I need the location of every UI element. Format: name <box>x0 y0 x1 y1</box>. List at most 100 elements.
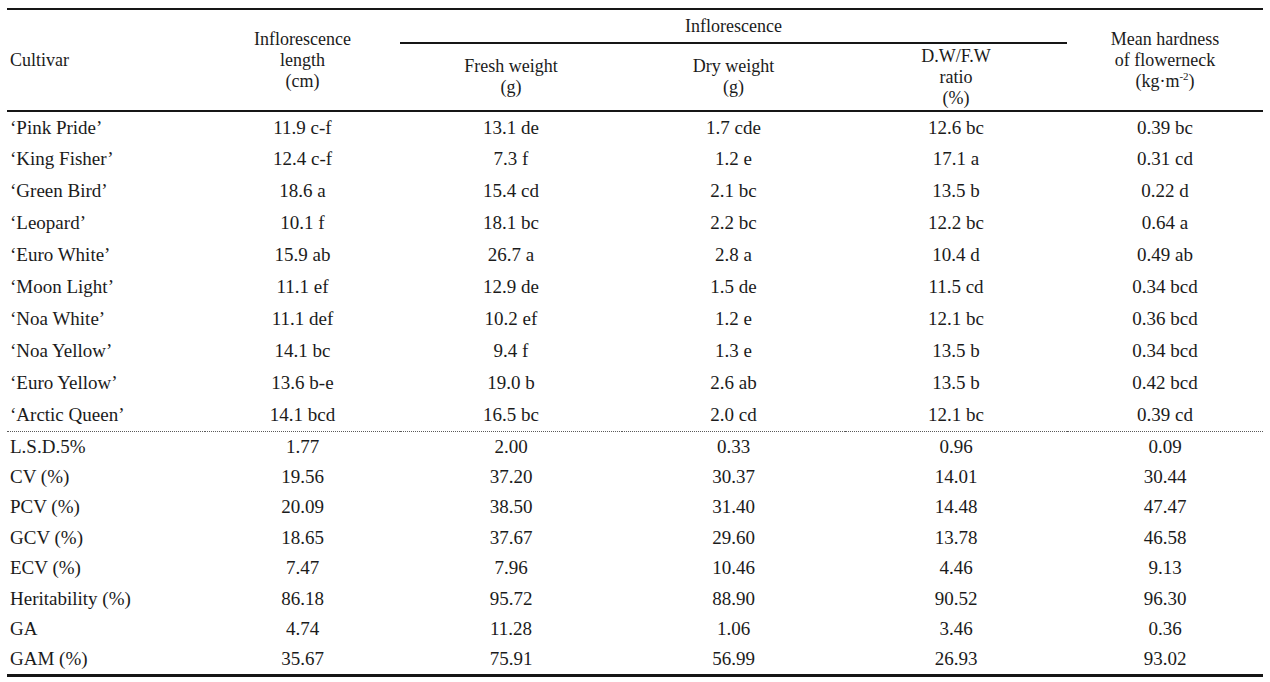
value-cell: 12.9 de <box>400 271 622 303</box>
col-header-fresh-weight: Fresh weight (g) <box>400 43 622 111</box>
table-row: PCV (%)20.0938.5031.4014.4847.47 <box>7 492 1263 523</box>
value-cell: 0.34 bcd <box>1067 271 1263 303</box>
value-cell: 29.60 <box>622 523 845 554</box>
col-group-inflorescence: Inflorescence <box>400 9 1067 43</box>
table-header: Cultivar Inflorescence length (cm) Inflo… <box>7 9 1263 111</box>
value-cell: 0.49 ab <box>1067 239 1263 271</box>
value-cell: 14.1 bc <box>205 335 400 367</box>
value-cell: 13.5 b <box>845 335 1067 367</box>
value-cell: 11.28 <box>400 614 622 645</box>
value-cell: 0.36 <box>1067 614 1263 645</box>
value-cell: 14.48 <box>845 492 1067 523</box>
table-row: GCV (%)18.6537.6729.6013.7846.58 <box>7 523 1263 554</box>
page: Cultivar Inflorescence length (cm) Inflo… <box>0 0 1270 677</box>
value-cell: 95.72 <box>400 584 622 615</box>
value-cell: 3.46 <box>845 614 1067 645</box>
header-line: Inflorescence <box>205 29 400 50</box>
unit-suffix: ) <box>1189 71 1195 91</box>
value-cell: 10.2 ef <box>400 303 622 335</box>
table-row: CV (%)19.5637.2030.3714.0130.44 <box>7 462 1263 493</box>
value-cell: 7.3 f <box>400 143 622 175</box>
value-cell: 7.47 <box>205 553 400 584</box>
value-cell: 26.7 a <box>400 239 622 271</box>
value-cell: 10.4 d <box>845 239 1067 271</box>
value-cell: 11.5 cd <box>845 271 1067 303</box>
value-cell: 31.40 <box>622 492 845 523</box>
value-cell: 19.0 b <box>400 367 622 399</box>
table-row: ‘Arctic Queen’14.1 bcd16.5 bc2.0 cd12.1 … <box>7 399 1263 431</box>
value-cell: 1.7 cde <box>622 111 845 143</box>
value-cell: 18.1 bc <box>400 207 622 239</box>
value-cell: 0.33 <box>622 431 845 462</box>
value-cell: 2.00 <box>400 431 622 462</box>
value-cell: 90.52 <box>845 584 1067 615</box>
value-cell: 0.36 bcd <box>1067 303 1263 335</box>
stat-label-cell: GAM (%) <box>7 645 205 676</box>
cultivar-name-cell: ‘Pink Pride’ <box>7 111 205 143</box>
value-cell: 16.5 bc <box>400 399 622 431</box>
value-cell: 26.93 <box>845 645 1067 676</box>
header-unit: (%) <box>845 88 1067 109</box>
value-cell: 12.4 c-f <box>205 143 400 175</box>
value-cell: 18.6 a <box>205 175 400 207</box>
header-line: Mean hardness <box>1067 29 1263 50</box>
stat-label-cell: GCV (%) <box>7 523 205 554</box>
cultivar-name-cell: ‘Euro Yellow’ <box>7 367 205 399</box>
col-header-cultivar-label: Cultivar <box>10 50 69 70</box>
col-header-inflorescence-length: Inflorescence length (cm) <box>205 9 400 111</box>
header-line: length <box>205 50 400 71</box>
value-cell: 38.50 <box>400 492 622 523</box>
table-row: ‘Euro White’15.9 ab26.7 a2.8 a10.4 d0.49… <box>7 239 1263 271</box>
value-cell: 0.96 <box>845 431 1067 462</box>
stat-label-cell: L.S.D.5% <box>7 431 205 462</box>
statistics-rows-body: L.S.D.5%1.772.000.330.960.09CV (%)19.563… <box>7 431 1263 675</box>
stat-label-cell: ECV (%) <box>7 553 205 584</box>
value-cell: 1.5 de <box>622 271 845 303</box>
value-cell: 7.96 <box>400 553 622 584</box>
value-cell: 0.31 cd <box>1067 143 1263 175</box>
header-line: Fresh weight <box>400 56 622 77</box>
value-cell: 15.9 ab <box>205 239 400 271</box>
value-cell: 0.09 <box>1067 431 1263 462</box>
value-cell: 11.9 c-f <box>205 111 400 143</box>
value-cell: 35.67 <box>205 645 400 676</box>
value-cell: 4.46 <box>845 553 1067 584</box>
value-cell: 11.1 ef <box>205 271 400 303</box>
value-cell: 10.1 f <box>205 207 400 239</box>
value-cell: 13.5 b <box>845 175 1067 207</box>
value-cell: 0.42 bcd <box>1067 367 1263 399</box>
value-cell: 13.78 <box>845 523 1067 554</box>
header-unit: (kg·m-2) <box>1067 71 1263 92</box>
value-cell: 20.09 <box>205 492 400 523</box>
table-row: L.S.D.5%1.772.000.330.960.09 <box>7 431 1263 462</box>
stat-label-cell: GA <box>7 614 205 645</box>
value-cell: 0.39 bc <box>1067 111 1263 143</box>
value-cell: 2.8 a <box>622 239 845 271</box>
value-cell: 93.02 <box>1067 645 1263 676</box>
table-row: ‘King Fisher’12.4 c-f7.3 f1.2 e17.1 a0.3… <box>7 143 1263 175</box>
stat-label-cell: PCV (%) <box>7 492 205 523</box>
table-row: ‘Green Bird’18.6 a15.4 cd2.1 bc13.5 b0.2… <box>7 175 1263 207</box>
value-cell: 30.37 <box>622 462 845 493</box>
value-cell: 37.67 <box>400 523 622 554</box>
header-line: ratio <box>845 67 1067 88</box>
value-cell: 2.0 cd <box>622 399 845 431</box>
col-header-cultivar: Cultivar <box>7 9 205 111</box>
stat-label-cell: Heritability (%) <box>7 584 205 615</box>
unit-prefix: (kg·m <box>1135 71 1179 91</box>
value-cell: 75.91 <box>400 645 622 676</box>
value-cell: 9.4 f <box>400 335 622 367</box>
value-cell: 1.2 e <box>622 303 845 335</box>
table-row: ‘Noa White’11.1 def10.2 ef1.2 e12.1 bc0.… <box>7 303 1263 335</box>
value-cell: 46.58 <box>1067 523 1263 554</box>
value-cell: 12.2 bc <box>845 207 1067 239</box>
cultivar-name-cell: ‘Noa White’ <box>7 303 205 335</box>
value-cell: 0.22 d <box>1067 175 1263 207</box>
header-group-row: Cultivar Inflorescence length (cm) Inflo… <box>7 9 1263 43</box>
cultivar-name-cell: ‘Euro White’ <box>7 239 205 271</box>
table-row: ‘Euro Yellow’13.6 b-e19.0 b2.6 ab13.5 b0… <box>7 367 1263 399</box>
value-cell: 15.4 cd <box>400 175 622 207</box>
value-cell: 14.01 <box>845 462 1067 493</box>
header-line: Dry weight <box>622 56 845 77</box>
col-header-dwfw-ratio: D.W/F.W ratio (%) <box>845 43 1067 111</box>
